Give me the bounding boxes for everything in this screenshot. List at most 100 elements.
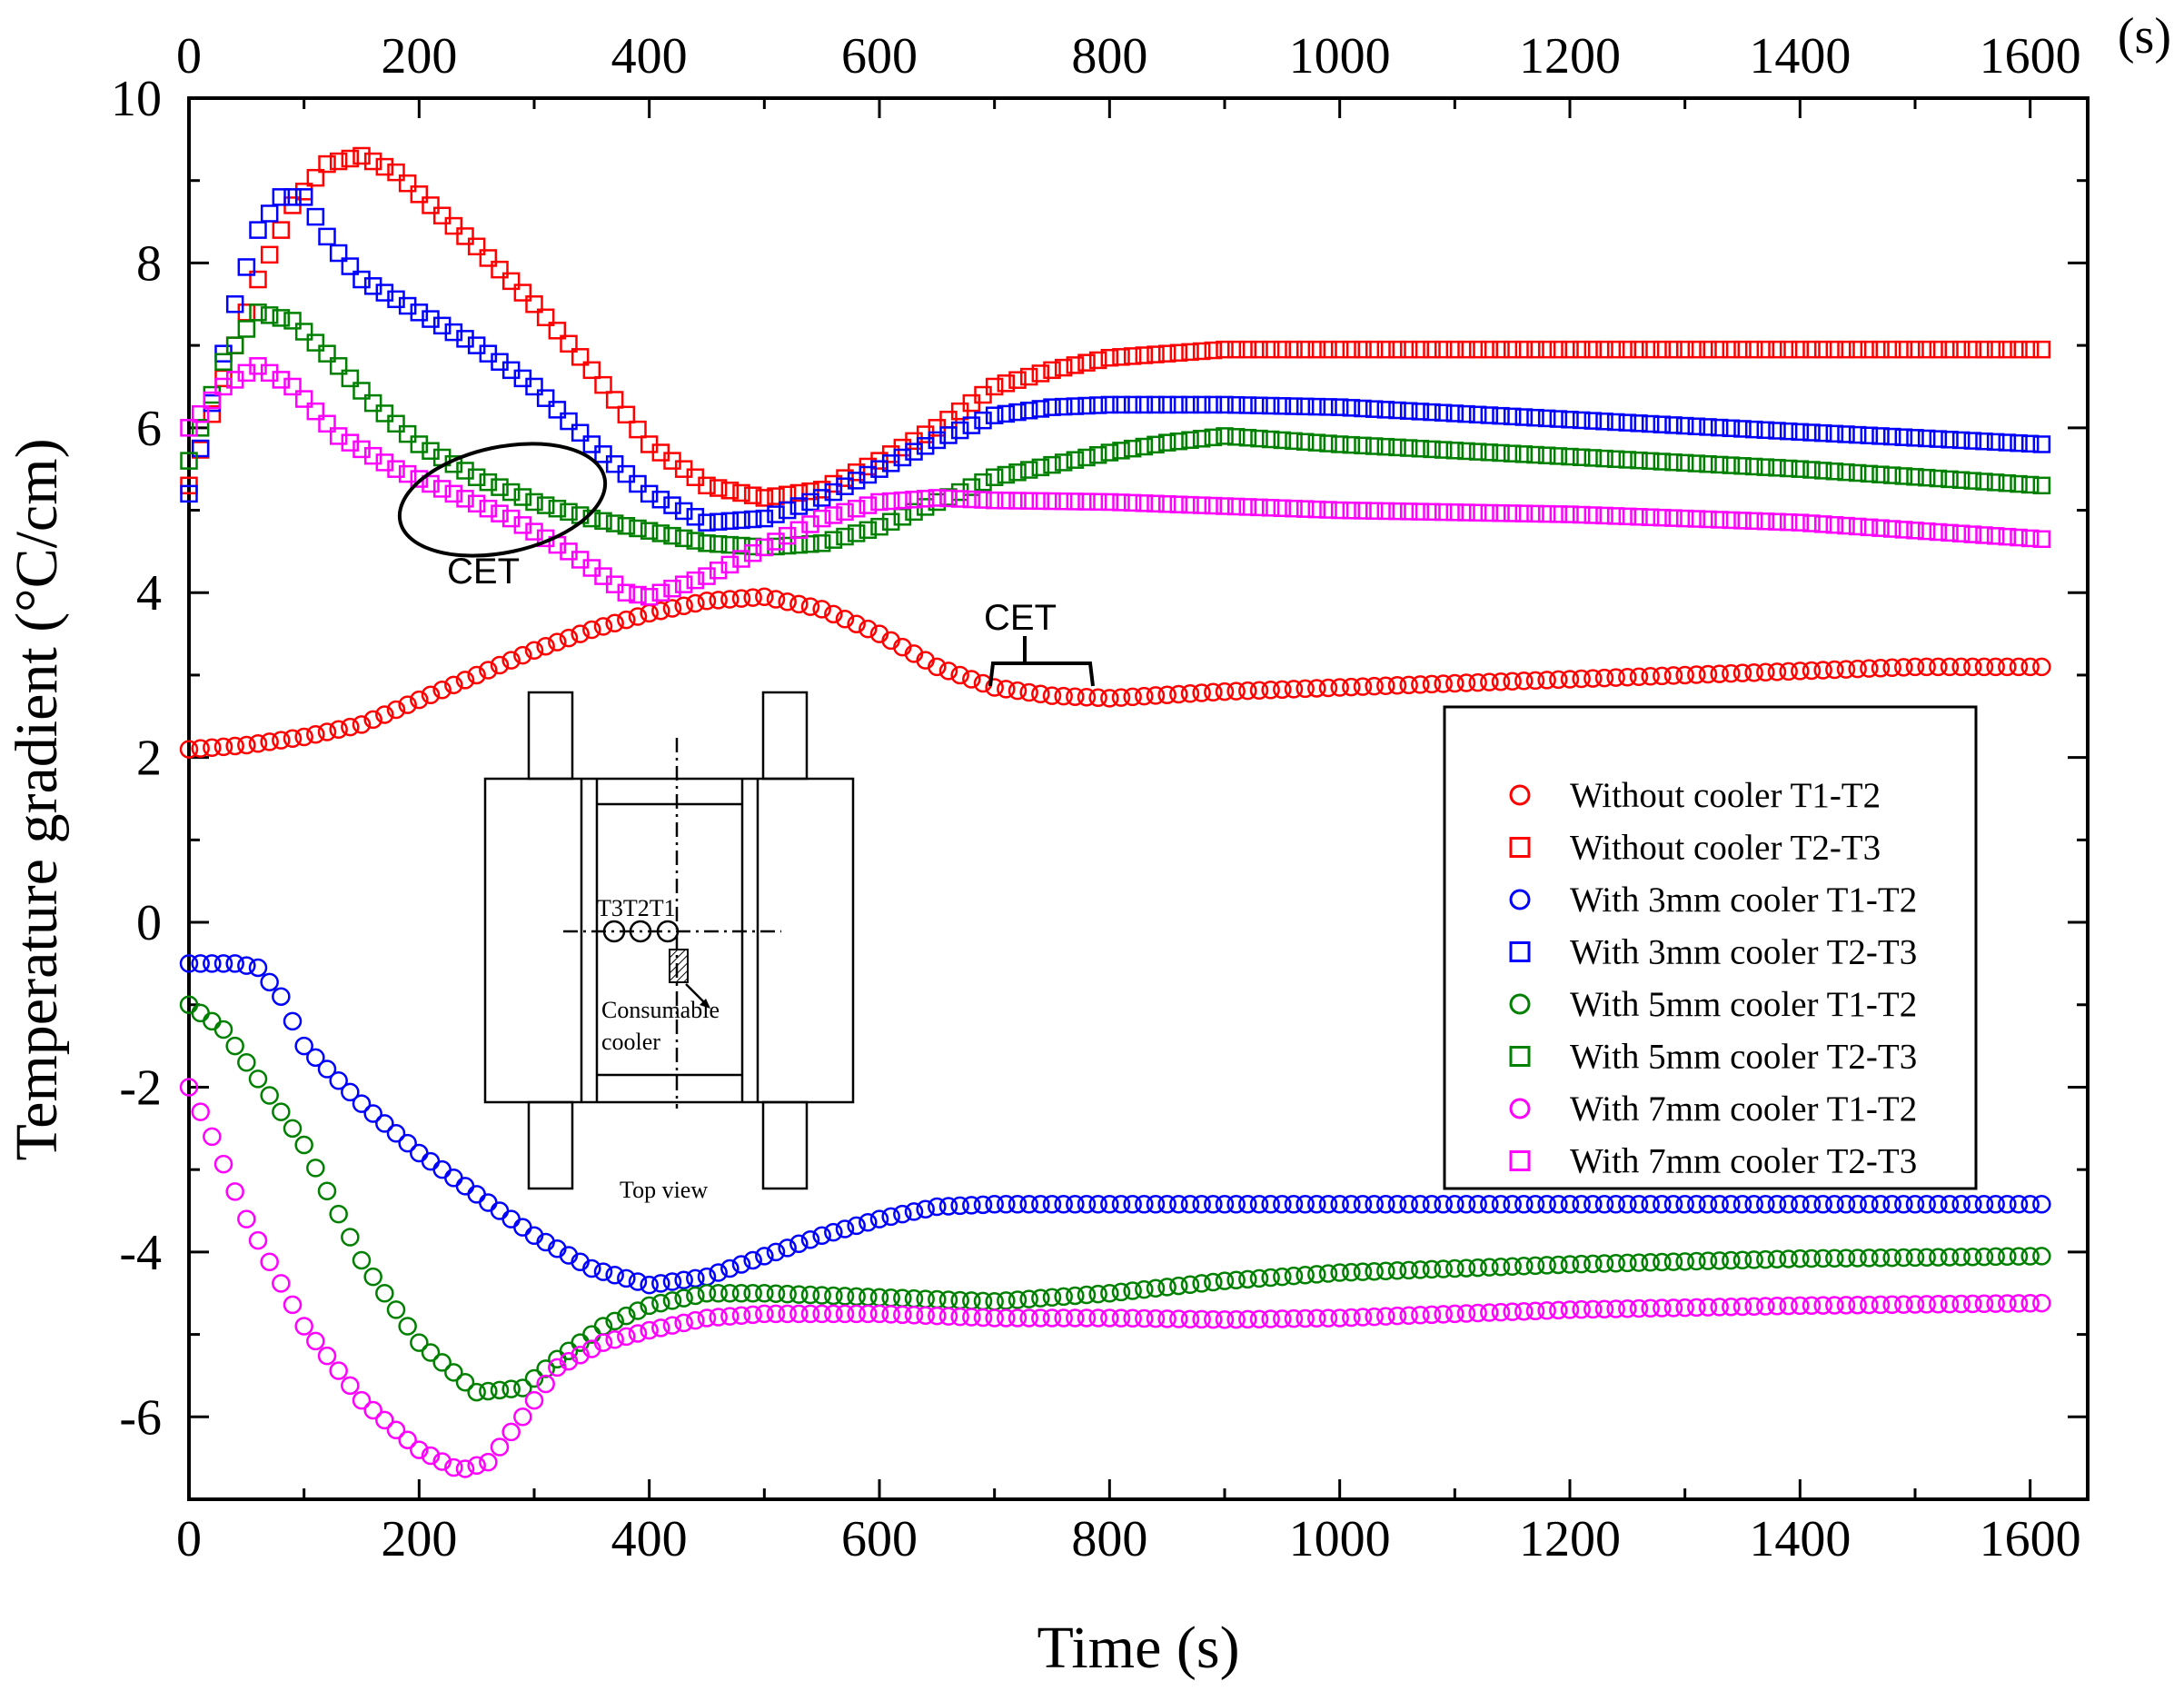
data-point xyxy=(1077,492,1096,511)
top-axis-unit: (s) xyxy=(2118,8,2171,65)
data-point xyxy=(836,527,854,546)
data-point xyxy=(720,535,740,554)
data-point xyxy=(893,448,912,467)
data-point xyxy=(743,486,762,504)
data-point xyxy=(686,593,705,613)
data-point xyxy=(1330,1195,1349,1214)
data-point xyxy=(1860,464,1879,483)
data-point xyxy=(1791,1296,1810,1316)
data-point xyxy=(928,1197,947,1217)
data-point xyxy=(767,532,785,551)
data-point xyxy=(1135,1195,1154,1214)
data-point xyxy=(743,1305,762,1325)
data-point xyxy=(985,468,1004,486)
x-tick-label-bottom: 400 xyxy=(611,1511,688,1567)
data-point xyxy=(709,1263,728,1282)
inset-thermocouple-t3 xyxy=(602,920,626,943)
data-point xyxy=(1675,1252,1694,1271)
data-point xyxy=(582,1258,601,1278)
data-point xyxy=(1963,340,1982,359)
data-point xyxy=(1019,1195,1038,1214)
data-point xyxy=(1951,471,1971,490)
data-point xyxy=(1204,428,1223,447)
data-point xyxy=(1100,1283,1119,1303)
data-point xyxy=(1054,397,1073,416)
data-point xyxy=(1779,1195,1798,1214)
data-point xyxy=(720,1283,740,1303)
data-point xyxy=(1330,1308,1349,1328)
data-point xyxy=(398,464,417,483)
data-point xyxy=(1653,1252,1672,1272)
data-point xyxy=(294,1317,313,1336)
data-point xyxy=(1226,340,1246,359)
data-point xyxy=(640,588,659,606)
data-point xyxy=(1687,510,1706,528)
data-point xyxy=(421,1343,441,1362)
data-point xyxy=(1583,506,1603,524)
data-point xyxy=(1100,1195,1119,1214)
data-point xyxy=(1687,454,1706,472)
data-point xyxy=(1319,501,1337,519)
data-point xyxy=(1457,340,1475,359)
data-point xyxy=(1572,448,1591,467)
data-point xyxy=(1882,1248,1901,1268)
data-point xyxy=(1537,409,1556,428)
data-point xyxy=(778,536,797,555)
data-point xyxy=(812,509,831,528)
data-point xyxy=(1940,1195,1960,1214)
data-point xyxy=(1422,1305,1442,1325)
data-point xyxy=(1492,340,1510,359)
data-point xyxy=(1273,499,1292,518)
data-point xyxy=(249,221,267,239)
data-point xyxy=(904,1202,924,1221)
data-point xyxy=(1998,657,2017,677)
cet-ellipse xyxy=(397,442,608,558)
data-point xyxy=(1226,1309,1246,1329)
data-point xyxy=(916,1199,935,1219)
data-point xyxy=(1031,492,1050,511)
data-point xyxy=(1019,402,1038,420)
data-point xyxy=(1192,395,1211,414)
data-point xyxy=(272,188,291,206)
data-point xyxy=(628,1301,648,1320)
data-point xyxy=(605,391,624,409)
data-point xyxy=(997,492,1016,510)
data-point xyxy=(237,1209,256,1228)
data-point xyxy=(1123,1308,1142,1328)
data-point xyxy=(1963,1247,1982,1267)
data-point xyxy=(928,489,947,507)
data-point xyxy=(997,465,1016,484)
data-point xyxy=(617,517,636,535)
data-point xyxy=(950,665,969,685)
data-point xyxy=(1318,678,1338,698)
data-point xyxy=(1123,395,1142,414)
data-point xyxy=(1514,1195,1534,1214)
data-point xyxy=(491,504,509,522)
data-point xyxy=(1480,443,1499,462)
data-point xyxy=(812,489,831,507)
data-point xyxy=(1825,340,1844,359)
data-point xyxy=(1296,500,1315,518)
data-point xyxy=(731,1255,751,1274)
data-point xyxy=(950,1307,969,1327)
data-point xyxy=(467,665,486,685)
data-point xyxy=(1836,660,1856,679)
data-point xyxy=(1285,340,1303,359)
y-tick-label: 8 xyxy=(136,235,162,292)
data-point xyxy=(962,1196,981,1215)
data-point xyxy=(1767,1249,1787,1269)
data-point xyxy=(1871,427,1890,445)
data-point xyxy=(203,954,222,973)
data-point xyxy=(709,1308,728,1327)
cet-label-1: CET xyxy=(447,552,520,592)
data-point xyxy=(1296,1195,1315,1214)
data-point xyxy=(524,641,544,660)
data-point xyxy=(1157,433,1176,452)
data-point xyxy=(352,382,371,400)
data-point xyxy=(1594,1195,1614,1214)
data-point xyxy=(571,423,590,443)
data-point xyxy=(1813,423,1832,443)
data-point xyxy=(329,720,348,740)
data-point xyxy=(1100,443,1119,462)
data-point xyxy=(1088,492,1107,512)
